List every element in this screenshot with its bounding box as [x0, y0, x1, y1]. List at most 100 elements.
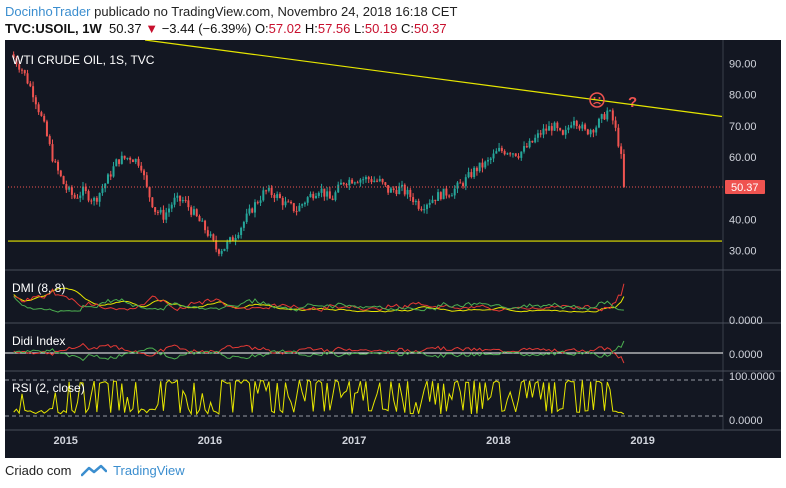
- candle-body: [59, 170, 62, 177]
- candle-body: [556, 122, 559, 129]
- candle-body: [212, 234, 215, 241]
- open-value: 57.02: [268, 21, 302, 36]
- candle-body: [145, 175, 148, 187]
- candle-body: [584, 124, 587, 130]
- candle-body: [456, 182, 459, 189]
- last-price-tag-text: 50.37: [731, 182, 759, 194]
- candle-body: [498, 147, 501, 152]
- candle-body: [586, 129, 589, 135]
- candle-body: [575, 120, 578, 126]
- didi-fast-line: [13, 342, 625, 364]
- didi-slow-line: [13, 340, 625, 362]
- candle-body: [162, 209, 165, 220]
- price-change: −3.44 (−6.39%): [161, 21, 252, 36]
- time-tick-label: 2017: [342, 435, 366, 447]
- candle-body: [184, 200, 187, 202]
- candle-body: [284, 201, 287, 206]
- tradingview-brand-link[interactable]: TradingView: [113, 463, 185, 478]
- candle-body: [367, 177, 370, 180]
- candle-body: [192, 209, 195, 215]
- candle-body: [301, 204, 304, 206]
- candle-body: [489, 158, 492, 161]
- candle-body: [381, 179, 384, 183]
- candle-body: [606, 110, 609, 120]
- candle-body: [334, 192, 337, 200]
- candle-body: [151, 197, 154, 208]
- candle-body: [592, 130, 595, 133]
- candle-body: [525, 146, 528, 148]
- candle-body: [240, 227, 243, 235]
- candle-body: [342, 182, 345, 185]
- candle-body: [320, 188, 323, 193]
- candle-body: [68, 187, 71, 190]
- candle-body: [484, 161, 487, 168]
- candle-body: [503, 151, 506, 155]
- created-with-text: Criado com: [5, 463, 72, 478]
- candle-body: [337, 184, 340, 193]
- candle-body: [315, 195, 318, 199]
- candle-body: [26, 73, 29, 84]
- candle-body: [312, 193, 315, 199]
- candle-body: [353, 182, 356, 184]
- candle-body: [611, 110, 614, 121]
- sad-face-icon: [589, 92, 605, 108]
- candle-body: [73, 194, 76, 198]
- candle-body: [486, 160, 489, 162]
- price-tick-label: 30.00: [729, 245, 757, 257]
- candle-body: [90, 200, 93, 202]
- candle-body: [251, 208, 254, 213]
- candle-body: [617, 127, 620, 147]
- dmi-adx-line: [13, 287, 625, 313]
- candle-body: [129, 157, 132, 160]
- candle-body: [531, 140, 534, 143]
- candle-body: [32, 86, 35, 98]
- candle-body: [567, 127, 570, 130]
- candle-body: [45, 121, 48, 137]
- candle-body: [620, 146, 623, 154]
- candle-body: [209, 234, 212, 236]
- candle-body: [276, 194, 279, 198]
- candle-body: [242, 221, 245, 228]
- candle-body: [495, 151, 498, 154]
- candle-body: [167, 208, 170, 213]
- candle-body: [348, 179, 351, 186]
- candle-body: [534, 137, 537, 143]
- last-price: 50.37: [109, 21, 142, 36]
- candle-body: [523, 146, 526, 152]
- candle-body: [131, 159, 134, 163]
- candle-body: [106, 174, 109, 184]
- candle-body: [428, 202, 431, 205]
- author-link[interactable]: DocinhoTrader: [5, 4, 91, 19]
- candle-body: [473, 167, 476, 178]
- candle-body: [603, 114, 606, 120]
- candle-body: [403, 184, 406, 195]
- price-tick-label: 40.00: [729, 214, 757, 226]
- footer: Criado com TradingView: [5, 463, 185, 478]
- candle-body: [84, 186, 87, 192]
- candle-body: [570, 125, 573, 128]
- symbol-label: TVC:USOIL, 1W: [5, 21, 102, 36]
- candle-body: [159, 209, 162, 213]
- candle-body: [118, 159, 121, 164]
- candle-body: [287, 201, 290, 203]
- candle-body: [572, 120, 575, 126]
- candle-body: [412, 197, 415, 203]
- candle-body: [389, 188, 392, 193]
- candle-body: [248, 208, 251, 214]
- rsi-bottom-tick: 0.0000: [729, 415, 763, 427]
- candle-body: [179, 195, 182, 202]
- candle-body: [442, 188, 445, 200]
- sad-face-eye-right: [598, 97, 601, 99]
- candle-body: [259, 200, 262, 203]
- candle-body: [351, 179, 354, 184]
- candle-body: [95, 197, 98, 202]
- candle-body: [303, 202, 306, 205]
- candle-body: [65, 184, 68, 190]
- candle-body: [450, 195, 453, 197]
- chart-background: [5, 40, 781, 458]
- close-value: 50.37: [414, 21, 447, 36]
- candle-body: [115, 159, 118, 167]
- candle-body: [104, 183, 107, 189]
